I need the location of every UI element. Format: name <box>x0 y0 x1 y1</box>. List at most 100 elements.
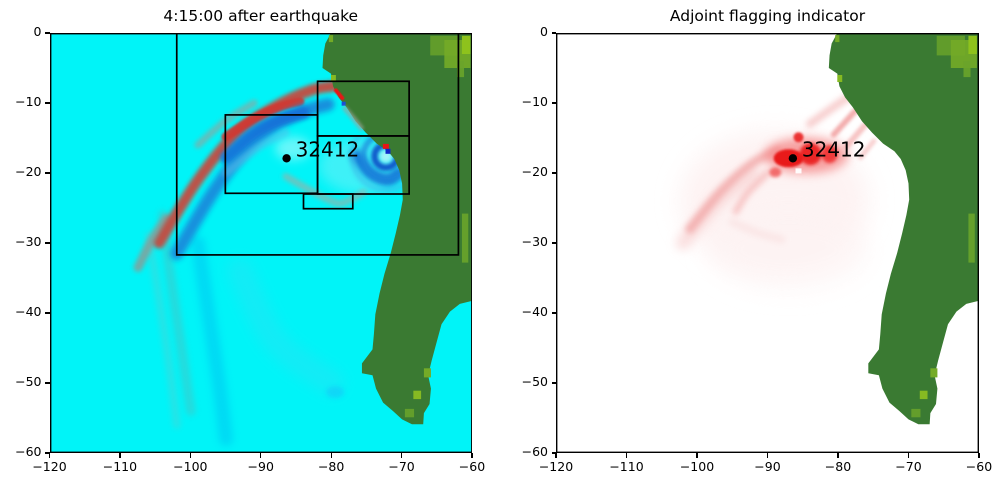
station-marker-dot <box>281 154 291 163</box>
land-terrain-patch <box>328 35 333 43</box>
x-tick-mark <box>625 453 628 458</box>
x-tick-label: −120 <box>32 459 67 474</box>
x-tick-mark <box>48 453 51 458</box>
x-tick-label: −100 <box>173 459 208 474</box>
y-tick-label: −20 <box>521 164 548 179</box>
field-blob <box>769 167 782 178</box>
wave-band <box>221 97 304 142</box>
wave-band <box>830 108 858 138</box>
y-tick-mark <box>45 32 50 34</box>
wave-band <box>843 122 868 150</box>
adjoint-map-svg: 32412 <box>556 33 979 453</box>
y-tick-mark <box>551 382 556 384</box>
y-tick-label: −40 <box>15 304 42 319</box>
land-terrain-patch <box>404 408 414 418</box>
land-terrain-patch <box>919 390 928 400</box>
x-tick-label: −120 <box>538 459 574 474</box>
y-tick-label: −40 <box>521 304 548 319</box>
y-tick-label: −50 <box>15 374 42 389</box>
y-tick-label: 0 <box>33 24 42 39</box>
land-terrain-patch <box>911 408 921 418</box>
x-tick-mark <box>400 453 403 458</box>
land-terrain-patch <box>461 35 470 54</box>
land-terrain-patch <box>837 75 843 82</box>
x-tick-label: −110 <box>609 459 644 474</box>
field-blob <box>325 386 344 399</box>
y-tick-mark <box>45 172 50 174</box>
forward-panel-title: 4:15:00 after earthquake <box>163 7 359 25</box>
land-terrain-patch <box>412 390 421 400</box>
station-group: 32412 <box>788 137 866 163</box>
land-terrain-patch <box>423 368 431 378</box>
wave-band <box>281 173 367 207</box>
amr-patch-outlines <box>175 33 459 256</box>
station-label: 32412 <box>295 137 359 161</box>
adjoint-panel-title: Adjoint flagging indicator <box>669 7 866 25</box>
y-tick-mark <box>551 312 556 314</box>
field-blob <box>793 132 804 143</box>
field-blob <box>274 136 311 161</box>
station-label: 32412 <box>802 137 866 161</box>
y-tick-mark <box>551 172 556 174</box>
land-terrain-patch <box>330 75 336 82</box>
x-tick-label: −90 <box>754 459 781 474</box>
y-tick-mark <box>551 452 556 454</box>
y-tick-label: −60 <box>15 444 42 459</box>
land-terrain-patch <box>968 213 975 263</box>
x-tick-mark <box>837 453 839 458</box>
south-america-landmass <box>828 33 979 425</box>
field-blob <box>773 149 804 168</box>
x-tick-mark <box>189 453 191 458</box>
x-tick-label: −90 <box>247 459 274 474</box>
y-tick-mark <box>45 312 50 314</box>
x-tick-label: −80 <box>317 459 345 474</box>
land-group <box>322 33 472 425</box>
x-tick-mark <box>119 453 121 458</box>
x-tick-label: −70 <box>388 459 415 474</box>
y-tick-mark <box>45 452 50 454</box>
y-tick-label: −20 <box>15 164 42 179</box>
land-terrain-patch <box>968 35 977 54</box>
amr-patch-level-1 <box>175 33 459 256</box>
wave-band <box>219 106 309 164</box>
amr-patch-level-3-small <box>302 193 354 210</box>
wave-band <box>333 88 344 101</box>
y-tick-label: −30 <box>521 234 548 249</box>
land-terrain-patch <box>930 368 938 378</box>
station-marker-dot <box>788 154 798 163</box>
land-terrain-patch <box>456 61 464 78</box>
y-tick-label: −60 <box>521 444 548 459</box>
y-tick-mark <box>45 242 50 244</box>
panel-adjoint-indicator: Adjoint flagging indicator 32412 −120 −11… <box>522 7 993 474</box>
y-tick-mark <box>45 382 50 384</box>
land-terrain-patch <box>835 35 840 43</box>
wave-band <box>728 218 786 244</box>
x-tick-mark <box>766 453 769 458</box>
land-terrain-patch <box>963 61 971 78</box>
y-tick-label: −30 <box>15 234 42 249</box>
y-tick-mark <box>551 32 556 34</box>
pixel-cell <box>382 143 389 149</box>
x-tick-label: −60 <box>965 459 993 474</box>
y-tick-label: 0 <box>540 24 548 39</box>
x-tick-mark <box>978 453 980 458</box>
wave-band <box>133 214 171 272</box>
forward-map-canvas: 32412 <box>49 33 472 453</box>
pixel-cell <box>341 101 346 106</box>
wave-band <box>732 169 771 215</box>
axes-spine <box>49 33 472 453</box>
y-tick-mark <box>551 242 556 244</box>
wave-band <box>858 138 877 161</box>
x-tick-mark <box>555 453 557 458</box>
x-tick-label: −60 <box>458 459 486 474</box>
field-blob <box>799 143 822 166</box>
x-tick-label: −70 <box>895 459 922 474</box>
wave-band <box>190 236 233 446</box>
land-terrain-patch <box>461 213 468 263</box>
y-tick-label: −10 <box>15 94 42 109</box>
wave-band <box>342 106 364 131</box>
x-tick-mark <box>260 453 262 458</box>
amr-patch-level-2-southeast <box>316 135 410 195</box>
pixel-cell <box>385 148 390 154</box>
